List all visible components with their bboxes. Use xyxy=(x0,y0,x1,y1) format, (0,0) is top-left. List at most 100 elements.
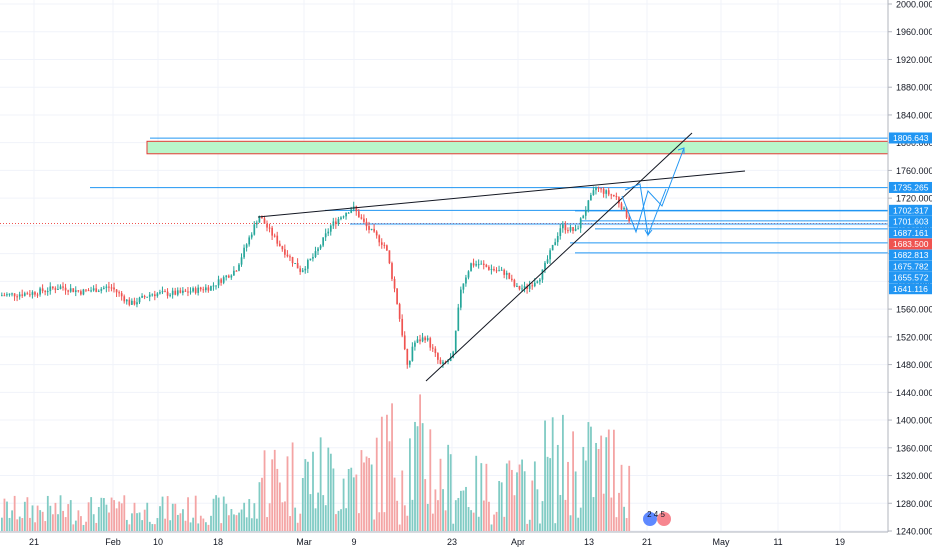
zone-rectangle[interactable] xyxy=(146,140,889,155)
candle-body xyxy=(125,299,128,302)
volume-bar xyxy=(431,513,434,531)
y-tick-label: 2000.000 xyxy=(896,0,932,10)
candle-body xyxy=(248,237,251,245)
x-tick-label: 10 xyxy=(153,537,163,547)
horizontal-levels[interactable] xyxy=(0,137,888,254)
bullish-projection-arrow[interactable] xyxy=(621,147,685,234)
volume-bar xyxy=(569,515,572,531)
volume-bar xyxy=(449,454,452,531)
price-label-box xyxy=(889,216,932,228)
volume-bar xyxy=(391,403,393,531)
volume-bar xyxy=(518,464,521,531)
x-tick-label: 11 xyxy=(773,537,782,547)
volume-bar xyxy=(628,465,631,531)
price-label-box xyxy=(889,132,932,144)
volume-bar xyxy=(500,482,503,531)
volume-bar xyxy=(80,516,82,531)
candle-body xyxy=(309,258,312,261)
volume-bar xyxy=(345,508,348,531)
candle-body xyxy=(301,270,304,272)
volume-bar xyxy=(250,518,253,531)
volume-bar xyxy=(600,435,603,531)
candle-body xyxy=(184,290,187,292)
candle-body xyxy=(13,293,16,297)
volume-bar xyxy=(595,442,597,531)
candle-body xyxy=(421,337,424,342)
volume-bar xyxy=(133,502,136,531)
trendlines[interactable] xyxy=(257,132,746,382)
volume-bar xyxy=(309,494,312,531)
candle-body xyxy=(21,294,24,296)
volume-bar xyxy=(462,490,465,531)
volume-bar xyxy=(217,497,220,531)
volume-bar xyxy=(171,503,174,531)
volume-bar xyxy=(495,511,498,531)
volume-bar xyxy=(539,523,541,531)
price-label-box xyxy=(889,204,932,216)
volume-bar xyxy=(340,509,342,531)
volume-bar xyxy=(383,512,386,531)
volume-bar xyxy=(625,518,628,531)
candle-body xyxy=(610,194,613,196)
volume-bar xyxy=(490,524,493,531)
volume-bar xyxy=(582,446,585,531)
volume-bar xyxy=(307,461,309,531)
y-tick-label: 1560.000 xyxy=(896,305,932,315)
volume-bar xyxy=(192,517,195,531)
x-tick-label: May xyxy=(712,537,730,547)
candle-body xyxy=(52,286,54,289)
candle-body xyxy=(419,339,421,342)
candle-body xyxy=(508,272,511,279)
volume-bar xyxy=(393,477,396,531)
volume-bar xyxy=(182,509,184,531)
volume-bar xyxy=(166,496,169,531)
candle-body xyxy=(74,290,77,292)
volume-bar xyxy=(39,510,42,531)
upper-trendline[interactable] xyxy=(257,170,746,218)
candle-body xyxy=(77,290,80,292)
candle-body xyxy=(69,288,72,292)
volume-bar xyxy=(618,492,620,531)
candle-body xyxy=(97,290,100,292)
volume-bar xyxy=(120,503,123,531)
volume-bar xyxy=(335,514,337,531)
projection-arrows[interactable] xyxy=(621,147,685,237)
volume-bar xyxy=(398,524,401,531)
candle-body xyxy=(143,295,146,298)
lower-trendline[interactable] xyxy=(425,132,693,382)
x-tick-label: 21 xyxy=(29,537,39,547)
candle-body xyxy=(18,294,21,297)
candle-body xyxy=(36,294,39,296)
volume-bar xyxy=(189,522,192,531)
volume-bar xyxy=(623,506,625,531)
candle-body xyxy=(146,296,149,298)
volume-bar xyxy=(409,438,411,531)
time-axis[interactable]: 21 Feb 10 18 Mar 9 23 Apr 13 21 May 11 19 xyxy=(29,537,845,547)
candle-body xyxy=(57,288,59,290)
volume-bar xyxy=(304,459,307,531)
volume-bar xyxy=(148,521,151,531)
volume-bar xyxy=(197,523,200,531)
bearish-projection-arrow[interactable] xyxy=(624,183,667,237)
candle-body xyxy=(87,290,90,292)
price-label-text: 1702.317 xyxy=(893,205,929,215)
candle-body xyxy=(569,227,572,231)
volume-bar xyxy=(488,501,490,531)
volume-bar xyxy=(268,503,271,531)
x-tick-label: 19 xyxy=(835,537,845,547)
volume-bar xyxy=(314,508,317,531)
volume-bar xyxy=(396,500,399,531)
candle-body xyxy=(266,223,268,228)
candle-body xyxy=(439,359,442,364)
volume-bar xyxy=(97,506,100,531)
candle-body xyxy=(34,292,36,295)
volume-bar xyxy=(235,515,238,531)
candle-body xyxy=(289,256,291,258)
x-tick-label: 13 xyxy=(584,537,594,547)
target-zone[interactable] xyxy=(146,140,889,155)
volume-bar xyxy=(572,431,574,531)
volume-bar xyxy=(6,501,8,531)
candle-body xyxy=(518,285,521,290)
candle-body xyxy=(620,203,623,210)
